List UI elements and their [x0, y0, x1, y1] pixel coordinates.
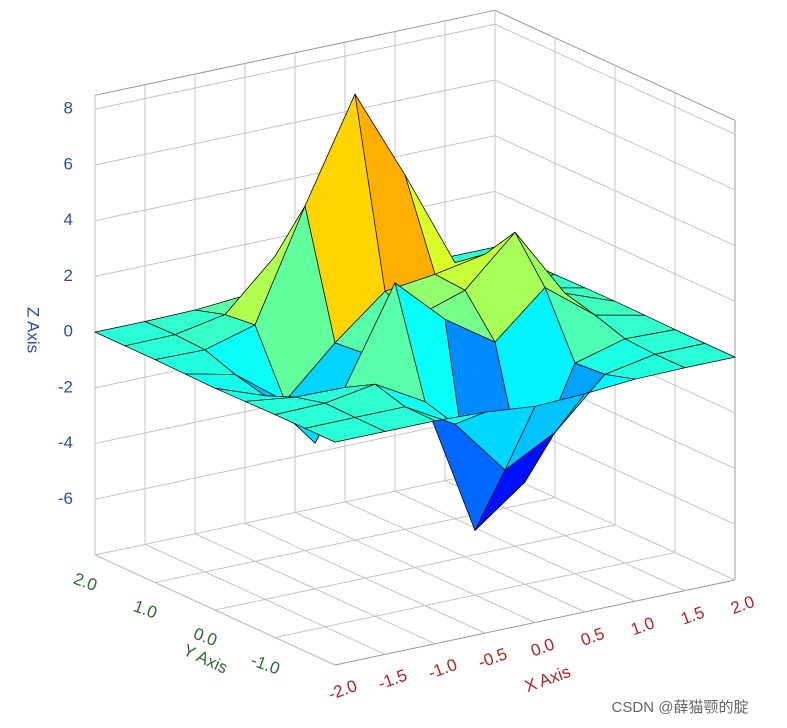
- grid-line: [94, 79, 496, 166]
- grid-line: [274, 552, 676, 638]
- grid-line: [94, 469, 496, 556]
- z-tick-label: -4: [58, 433, 73, 452]
- y-tick-label: -1.0: [248, 651, 282, 679]
- grid-line: [94, 23, 496, 110]
- grid-line: [494, 135, 736, 247]
- y-tick-label: 1.0: [131, 597, 160, 623]
- watermark: CSDN @薛猫颚的腚: [612, 699, 749, 716]
- z-tick-label: 8: [64, 99, 73, 118]
- x-tick-label: 0.5: [578, 624, 607, 650]
- x-tick-label: 2.0: [728, 592, 757, 618]
- y-tick-label: 2.0: [71, 569, 100, 595]
- grid-line: [94, 135, 496, 222]
- grid-line: [214, 524, 616, 611]
- grid-line: [94, 413, 496, 500]
- grid-line: [494, 79, 736, 191]
- x-tick-label: 0.0: [528, 635, 557, 661]
- x-tick-label: 1.5: [678, 603, 707, 629]
- z-tick-label: 0: [64, 322, 73, 341]
- surface-patch: [303, 417, 387, 443]
- x-tick-label: -0.5: [476, 644, 510, 672]
- z-tick-label: 4: [64, 210, 73, 229]
- x-tick-label: -1.0: [426, 655, 460, 683]
- x-tick-label: -1.5: [376, 665, 410, 693]
- x-tick-label: -2.0: [326, 676, 360, 704]
- x-axis-label: X Axis: [522, 662, 573, 696]
- z-tick-label: -2: [58, 377, 73, 396]
- z-tick-label: 6: [64, 154, 73, 173]
- z-tick-label: -6: [58, 489, 73, 508]
- x-tick-label: 1.0: [628, 613, 657, 639]
- grid-line: [494, 23, 736, 135]
- z-axis-label: Z Axis: [24, 307, 43, 353]
- z-tick-label: 2: [64, 266, 73, 285]
- grid-line: [494, 190, 736, 302]
- box-edge: [94, 9, 496, 96]
